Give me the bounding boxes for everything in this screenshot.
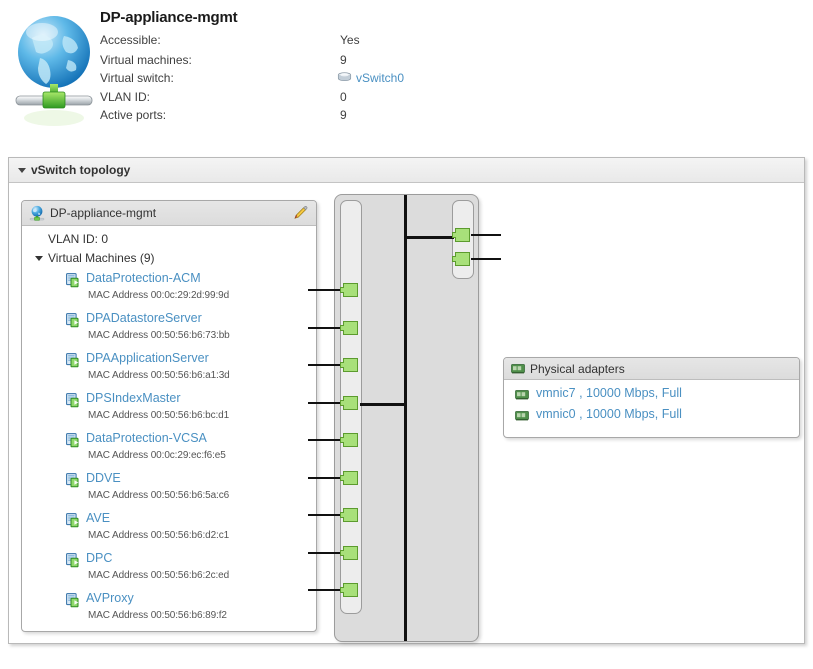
vlan-id-row: VLAN ID: 0 — [48, 232, 109, 246]
virtual-machines-group-label: Virtual Machines (9) — [48, 251, 155, 265]
vm-port-connector-line — [308, 514, 341, 516]
virtual-machine-icon — [66, 553, 79, 568]
label-vlan-id: VLAN ID: — [100, 90, 151, 104]
virtual-machine-row: DPADatastoreServer MAC Address 00:50:56:b… — [22, 311, 316, 351]
virtual-machine-icon — [66, 313, 79, 328]
physical-adapter-label[interactable]: vmnic0 , 10000 Mbps, Full — [536, 407, 682, 421]
label-virtual-machines: Virtual machines: — [100, 53, 192, 67]
virtual-machine-name[interactable]: DataProtection-VCSA — [86, 431, 207, 445]
virtual-machine-icon — [66, 433, 79, 448]
label-accessible: Accessible: — [100, 33, 161, 47]
portgroup-icon — [29, 205, 45, 221]
network-globe-icon — [15, 16, 93, 126]
portgroup-box: DP-appliance-mgmt VLAN ID: 0 Virtual Mac… — [21, 200, 317, 632]
label-active-ports: Active ports: — [100, 108, 167, 122]
vswitch-vm-branch-line — [360, 403, 406, 406]
vm-port-icon — [340, 396, 358, 410]
portgroup-box-header: DP-appliance-mgmt — [22, 201, 316, 226]
vm-port-icon — [340, 508, 358, 522]
vm-port-icon — [340, 546, 358, 560]
vswitch-icon — [337, 72, 352, 82]
pencil-edit-icon[interactable] — [292, 205, 308, 221]
vm-port-icon — [340, 433, 358, 447]
label-virtual-switch: Virtual switch: — [100, 71, 174, 85]
vm-port-icon — [340, 321, 358, 335]
chevron-down-icon[interactable] — [18, 168, 26, 173]
virtual-machine-name[interactable]: DPADatastoreServer — [86, 311, 202, 325]
physical-adapter-row: vmnic0 , 10000 Mbps, Full — [504, 406, 799, 428]
virtual-machine-icon — [66, 513, 79, 528]
virtual-machine-mac: MAC Address 00:0c:29:ec:f6:e5 — [88, 450, 226, 461]
nic-adapter-icon — [515, 390, 529, 400]
virtual-machine-row: DPAApplicationServer MAC Address 00:50:56… — [22, 351, 316, 391]
physical-adapter-label[interactable]: vmnic7 , 10000 Mbps, Full — [536, 386, 682, 400]
virtual-machine-name[interactable]: DPSIndexMaster — [86, 391, 181, 405]
vm-port-connector-line — [308, 364, 341, 366]
virtual-machine-mac: MAC Address 00:50:56:b6:89:f2 — [88, 610, 227, 621]
page-title: DP-appliance-mgmt — [100, 9, 238, 26]
vm-port-connector-line — [308, 327, 341, 329]
virtual-machine-mac: MAC Address 00:50:56:b6:2c:ed — [88, 570, 230, 581]
virtual-machine-row: AVProxy MAC Address 00:50:56:b6:89:f2 — [22, 591, 316, 631]
virtual-machine-name[interactable]: AVE — [86, 511, 111, 525]
vswitch-uplink-branch-line — [406, 236, 454, 239]
virtual-machine-name[interactable]: DDVE — [86, 471, 121, 485]
chevron-down-icon[interactable] — [35, 256, 43, 261]
value-active-ports: 9 — [340, 108, 347, 122]
nic-adapter-icon — [515, 411, 529, 421]
virtual-machine-icon — [66, 353, 79, 368]
uplink-connector-line — [471, 258, 501, 260]
vm-port-icon — [340, 283, 358, 297]
portgroup-summary-header: DP-appliance-mgmt Accessible: Yes Virtua… — [0, 0, 813, 145]
virtual-machine-row: DataProtection-ACM MAC Address 00:0c:29:2… — [22, 271, 316, 311]
vm-port-connector-line — [308, 289, 341, 291]
value-accessible: Yes — [340, 33, 360, 47]
virtual-machine-icon — [66, 393, 79, 408]
panel-header: vSwitch topology — [9, 158, 804, 183]
virtual-machine-name[interactable]: DataProtection-ACM — [86, 271, 201, 285]
uplink-port-icon — [452, 228, 470, 242]
nic-adapter-icon — [511, 364, 525, 374]
vm-port-icon — [340, 358, 358, 372]
virtual-machine-mac: MAC Address 00:50:56:b6:a1:3d — [88, 370, 230, 381]
value-vlan-id: 0 — [340, 90, 347, 104]
vm-port-icon — [340, 471, 358, 485]
virtual-machine-row: DataProtection-VCSA MAC Address 00:0c:29:… — [22, 431, 316, 471]
virtual-machine-row: AVE MAC Address 00:50:56:b6:d2:c1 — [22, 511, 316, 551]
uplink-connector-line — [471, 234, 501, 236]
portgroup-name: DP-appliance-mgmt — [50, 206, 157, 220]
virtual-machine-name[interactable]: DPC — [86, 551, 113, 565]
vm-port-connector-line — [308, 477, 341, 479]
value-virtual-machines: 9 — [340, 53, 347, 67]
vm-port-connector-line — [308, 402, 341, 404]
virtual-machine-icon — [66, 473, 79, 488]
virtual-machine-icon — [66, 273, 79, 288]
vm-port-connector-line — [308, 439, 341, 441]
virtual-machine-name[interactable]: DPAApplicationServer — [86, 351, 209, 365]
uplink-port-icon — [452, 252, 470, 266]
virtual-machine-mac: MAC Address 00:0c:29:2d:99:9d — [88, 290, 230, 301]
physical-adapter-row: vmnic7 , 10000 Mbps, Full — [504, 385, 799, 407]
virtual-machine-mac: MAC Address 00:50:56:b6:bc:d1 — [88, 410, 230, 421]
virtual-machine-icon — [66, 593, 79, 608]
vm-port-connector-line — [308, 552, 341, 554]
virtual-machine-row: DPSIndexMaster MAC Address 00:50:56:b6:bc… — [22, 391, 316, 431]
panel-title: vSwitch topology — [31, 163, 131, 177]
virtual-machine-row: DPC MAC Address 00:50:56:b6:2c:ed — [22, 551, 316, 591]
virtual-machine-row: DDVE MAC Address 00:50:56:b6:5a:c6 — [22, 471, 316, 511]
physical-adapters-title: Physical adapters — [530, 362, 625, 376]
vswitch-link[interactable]: vSwitch0 — [356, 71, 405, 85]
virtual-machine-mac: MAC Address 00:50:56:b6:5a:c6 — [88, 490, 230, 501]
virtual-machine-mac: MAC Address 00:50:56:b6:73:bb — [88, 330, 230, 341]
vswitch-trunk-line — [404, 195, 407, 641]
virtual-machine-name[interactable]: AVProxy — [86, 591, 134, 605]
virtual-machine-mac: MAC Address 00:50:56:b6:d2:c1 — [88, 530, 230, 541]
physical-adapters-box: Physical adapters vmnic7 , 10000 Mbps, F… — [503, 357, 800, 438]
vm-port-icon — [340, 583, 358, 597]
physical-adapters-header: Physical adapters — [504, 358, 799, 380]
vm-port-connector-line — [308, 589, 341, 591]
